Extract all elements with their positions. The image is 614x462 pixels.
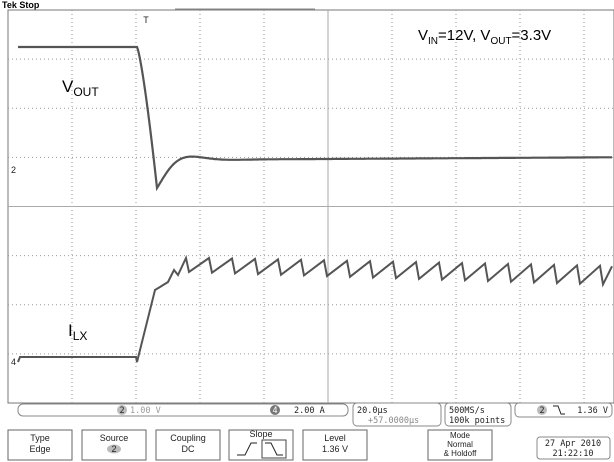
mode-title: Mode	[450, 431, 471, 440]
mode-button[interactable]	[427, 429, 493, 461]
menu-button[interactable]	[155, 429, 221, 461]
trigger-level: 1.36 V	[577, 406, 608, 416]
trigger-marker: T	[143, 15, 149, 25]
date: 27 Apr 2010	[545, 439, 601, 449]
graticule	[8, 10, 614, 403]
menu-value: 1.36 V	[322, 444, 348, 454]
ilx-trace	[17, 254, 613, 363]
ch4-scale: 2.00 A	[294, 406, 325, 416]
trigger-ch: 2	[539, 406, 544, 416]
slope-fall-icon	[265, 442, 283, 456]
ch4-marker: 4	[11, 357, 16, 367]
time: 21:22:10	[553, 449, 594, 459]
vout-label: VOUT	[62, 77, 99, 99]
status: Tek Stop	[2, 0, 40, 10]
ch2-num: 2	[119, 406, 124, 416]
mode-holdoff: & Holdoff	[444, 449, 478, 458]
trigger-slope-icon	[553, 405, 565, 415]
ch4-badge	[270, 405, 280, 415]
points: 100k points	[449, 416, 505, 426]
menu-value: 2	[111, 444, 116, 454]
source-badge	[107, 444, 121, 454]
menu-value: DC	[182, 444, 195, 454]
ch4-num: 4	[272, 406, 277, 416]
menu-title: Coupling	[170, 433, 206, 443]
conditions: VIN=12V, VOUT=3.3V	[418, 27, 551, 47]
menu-button[interactable]	[7, 429, 73, 461]
menu-title: Level	[324, 433, 346, 443]
menu-value: Edge	[29, 444, 50, 454]
ch2-scale: 1.00 V	[130, 406, 161, 416]
timebase: 20.0µs	[357, 406, 388, 416]
datetime-box	[536, 436, 611, 460]
ilx-label: ILX	[68, 321, 87, 343]
trigger-box	[514, 402, 613, 418]
slope-rise-icon	[237, 442, 257, 456]
menu-title: Source	[100, 433, 129, 443]
channel-bar	[17, 403, 349, 417]
sample-rate: 500MS/s	[449, 406, 485, 416]
trigger-ch-badge	[537, 405, 547, 415]
ch2-marker: 2	[11, 165, 16, 175]
mode-value: Normal	[447, 440, 473, 449]
ch2-badge	[117, 405, 127, 415]
acq-box	[444, 402, 512, 427]
menu-title: Slope	[249, 429, 272, 439]
menu-button[interactable]	[302, 429, 368, 461]
timebase-box	[352, 402, 442, 427]
vout-trace	[18, 45, 612, 192]
delay: +57.0000µs	[368, 416, 419, 426]
menu-title: Type	[30, 433, 50, 443]
